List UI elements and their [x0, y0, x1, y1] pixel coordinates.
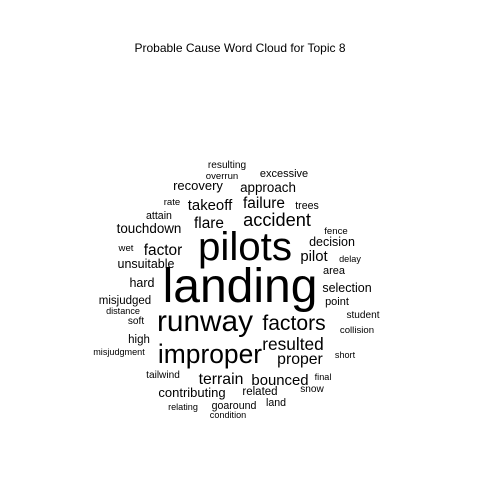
word-approach: approach — [240, 180, 296, 195]
word-resulted: resulted — [262, 334, 323, 354]
word-recovery: recovery — [173, 178, 223, 193]
word-point: point — [325, 296, 349, 308]
word-final: final — [315, 372, 332, 382]
word-landing: landing — [163, 260, 318, 313]
word-proper: proper — [277, 351, 323, 368]
word-area: area — [323, 265, 346, 277]
word-excessive: excessive — [260, 168, 308, 180]
word-pilot: pilot — [300, 249, 328, 265]
word-takeoff: takeoff — [188, 198, 233, 214]
word-flare: flare — [194, 215, 224, 232]
word-accident: accident — [243, 210, 311, 230]
word-pilots: pilots — [198, 224, 292, 269]
word-improper: improper — [158, 339, 262, 369]
word-goaround: goaround — [212, 400, 257, 412]
word-high: high — [128, 334, 150, 346]
word-land: land — [266, 397, 286, 409]
word-relating: relating — [168, 402, 198, 412]
word-failure: failure — [243, 195, 285, 212]
word-short: short — [335, 350, 356, 360]
word-touchdown: touchdown — [117, 221, 182, 236]
word-related: related — [242, 386, 277, 398]
word-distance: distance — [106, 306, 140, 316]
word-tailwind: tailwind — [146, 370, 180, 381]
word-soft: soft — [128, 316, 144, 327]
word-decision: decision — [309, 235, 355, 249]
word-condition: condition — [210, 410, 246, 420]
word-misjudged: misjudged — [99, 295, 151, 307]
word-snow: snow — [300, 384, 324, 395]
word-factor: factor — [144, 242, 183, 259]
word-contributing: contributing — [158, 385, 225, 400]
word-factors: factors — [262, 312, 325, 335]
word-terrain: terrain — [199, 371, 244, 388]
word-delay: delay — [339, 254, 361, 264]
word-student: student — [346, 310, 379, 321]
word-resulting: resulting — [208, 160, 246, 171]
word-attain: attain — [146, 210, 172, 222]
word-selection: selection — [322, 281, 371, 295]
word-trees: trees — [295, 200, 319, 212]
word-rate: rate — [164, 197, 181, 208]
word-collision: collision — [340, 325, 374, 336]
word-unsuitable: unsuitable — [118, 257, 175, 271]
word-overrun: overrun — [206, 171, 239, 182]
word-hard: hard — [129, 276, 154, 290]
word-fence: fence — [324, 226, 347, 237]
word-wet: wet — [118, 243, 134, 254]
word-misjudgment: misjudgment — [93, 347, 145, 357]
word-bounced: bounced — [251, 373, 308, 389]
chart-title: Probable Cause Word Cloud for Topic 8 — [134, 41, 345, 55]
word-runway: runway — [157, 305, 253, 338]
